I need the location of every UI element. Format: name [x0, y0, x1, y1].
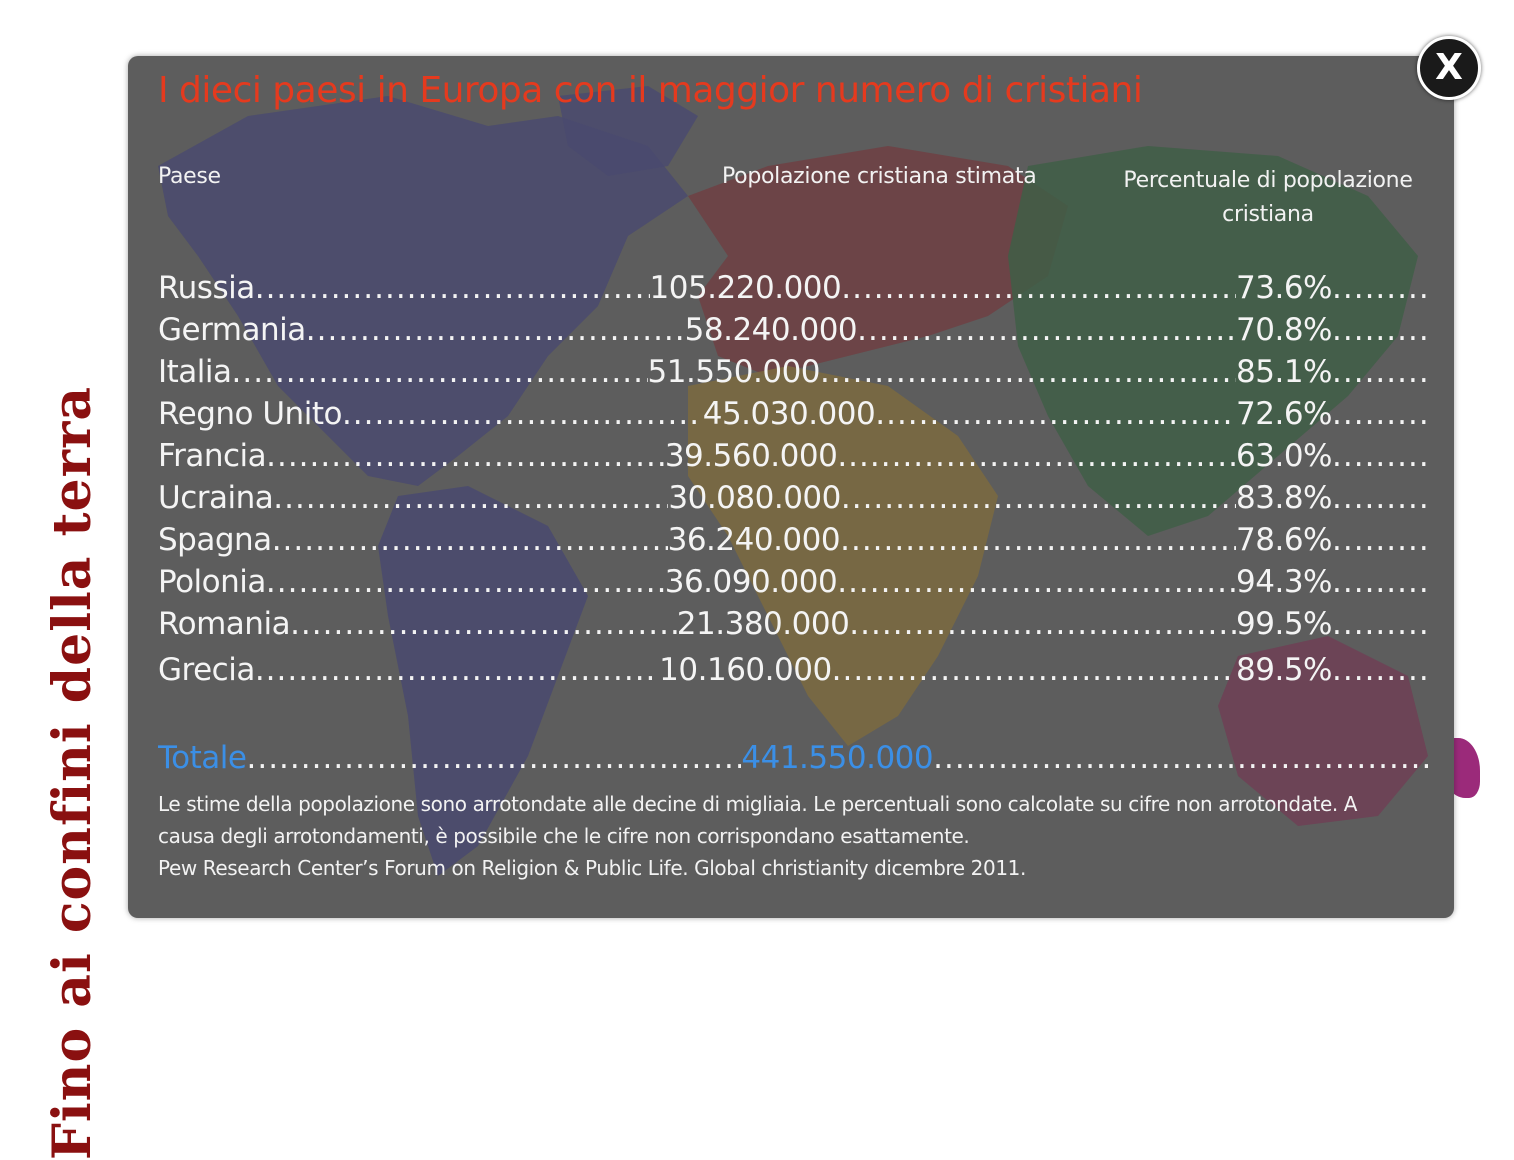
population-value: 21.380.000 — [676, 606, 850, 642]
country-name: Italia — [158, 354, 232, 390]
dot-leader — [832, 652, 1236, 688]
table-row: Ucraina 30.080.000 83.8% — [158, 480, 1428, 522]
table-row: Francia 39.560.000 63.0% — [158, 438, 1428, 480]
table-row: Romania 21.380.000 99.5% — [158, 606, 1428, 648]
dot-leader — [840, 522, 1236, 558]
percentage-value: 85.1% — [1236, 354, 1333, 390]
country-name: Russia — [158, 270, 255, 306]
total-population: 441.550.000 — [741, 740, 934, 776]
modal-title: I dieci paesi in Europa con il maggior n… — [158, 70, 1143, 111]
population-value: 10.160.000 — [659, 652, 832, 688]
header-country: Paese — [158, 164, 221, 189]
population-value: 36.090.000 — [664, 564, 838, 600]
country-name: Germania — [158, 312, 306, 348]
dot-leader — [266, 438, 665, 474]
dot-leader — [290, 606, 677, 642]
dot-leader — [255, 270, 650, 306]
dot-leader — [841, 270, 1236, 306]
dot-leader — [1332, 312, 1428, 348]
dot-leader — [266, 564, 665, 600]
dot-leader — [837, 438, 1236, 474]
dot-leader — [875, 396, 1236, 432]
dot-leader — [273, 480, 668, 516]
total-label: Totale — [158, 740, 247, 776]
map-greenland — [558, 86, 698, 176]
table-row: Grecia 10.160.000 89.5% — [158, 652, 1428, 694]
dot-leader — [1332, 396, 1428, 432]
dot-leader — [1332, 480, 1428, 516]
dot-leader — [1332, 652, 1428, 688]
dot-leader — [1332, 438, 1428, 474]
population-value: 39.560.000 — [664, 438, 838, 474]
country-name: Romania — [158, 606, 291, 642]
table-row: Spagna 36.240.000 78.6% — [158, 522, 1428, 564]
population-value: 45.030.000 — [702, 396, 876, 432]
footnotes: Le stime della popolazione sono arrotond… — [158, 788, 1418, 884]
percentage-value: 70.8% — [1236, 312, 1333, 348]
country-name: Francia — [158, 438, 267, 474]
percentage-value: 83.8% — [1236, 480, 1332, 516]
population-value: 36.240.000 — [667, 522, 841, 558]
percentage-value: 73.6% — [1236, 270, 1333, 306]
percentage-value: 94.3% — [1236, 564, 1333, 600]
dot-leader — [255, 652, 659, 688]
table-row: Polonia 36.090.000 94.3% — [158, 564, 1428, 606]
country-name: Ucraina — [158, 480, 274, 516]
table-row: Regno Unito 45.030.000 72.6% — [158, 396, 1428, 438]
percentage-value: 89.5% — [1236, 652, 1333, 688]
dot-leader — [849, 606, 1236, 642]
percentage-value: 72.6% — [1236, 396, 1333, 432]
dot-leader — [232, 354, 648, 390]
population-value: 105.220.000 — [649, 270, 842, 306]
dot-leader — [933, 740, 1428, 776]
population-value: 30.080.000 — [668, 480, 841, 516]
header-population: Popolazione cristiana stimata — [722, 164, 1037, 189]
close-button[interactable]: X — [1417, 36, 1481, 100]
country-name: Grecia — [158, 652, 255, 688]
dot-leader — [837, 564, 1236, 600]
country-name: Polonia — [158, 564, 266, 600]
header-percentage: Percentuale di popolazione cristiana — [1123, 168, 1413, 227]
population-value: 51.550.000 — [647, 354, 821, 390]
source-note: Pew Research Center’s Forum on Religion … — [158, 856, 1026, 880]
dot-leader — [306, 312, 685, 348]
info-modal: I dieci paesi in Europa con il maggior n… — [128, 56, 1454, 918]
dot-leader — [1332, 354, 1428, 390]
percentage-value: 63.0% — [1236, 438, 1333, 474]
population-value: 58.240.000 — [684, 312, 858, 348]
table-row: Italia 51.550.000 85.1% — [158, 354, 1428, 396]
dot-leader — [246, 740, 741, 776]
dot-leader — [1332, 606, 1428, 642]
dot-leader — [841, 480, 1236, 516]
dot-leader — [342, 396, 703, 432]
total-row: Totale 441.550.000 — [158, 740, 1428, 782]
percentage-value: 99.5% — [1236, 606, 1332, 642]
country-name: Regno Unito — [158, 396, 342, 432]
country-list: Russia 105.220.000 73.6% Germania 58.240… — [158, 270, 1428, 694]
dot-leader — [1332, 270, 1428, 306]
dot-leader — [857, 312, 1236, 348]
country-name: Spagna — [158, 522, 272, 558]
table-row: Russia 105.220.000 73.6% — [158, 270, 1428, 312]
side-title: Fino ai confini della terra — [42, 385, 103, 1160]
rounding-note: Le stime della popolazione sono arrotond… — [158, 792, 1358, 848]
dot-leader — [272, 522, 668, 558]
dot-leader — [1332, 564, 1428, 600]
table-row: Germania 58.240.000 70.8% — [158, 312, 1428, 354]
percentage-value: 78.6% — [1236, 522, 1333, 558]
dot-leader — [820, 354, 1236, 390]
dot-leader — [1332, 522, 1428, 558]
